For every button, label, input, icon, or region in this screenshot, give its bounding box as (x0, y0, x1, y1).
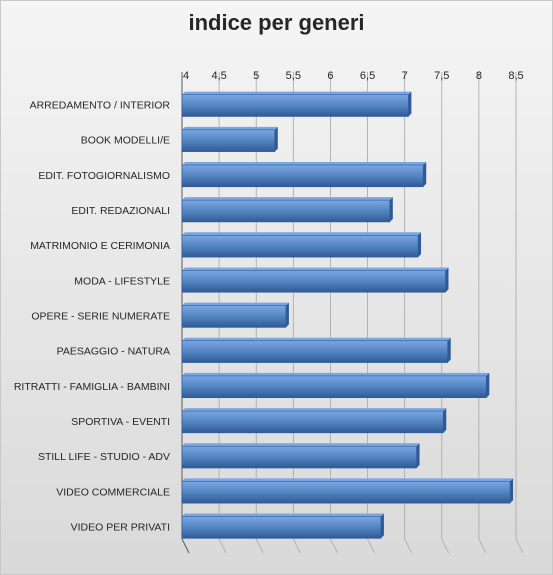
x-tick-label: 8,5 (508, 70, 523, 82)
bar (181, 478, 514, 504)
x-tick-label: 7,5 (434, 70, 449, 82)
category-label: SPORTIVA - EVENTI (71, 416, 170, 428)
bar-side (445, 267, 449, 293)
category-label: OPERE - SERIE NUMERATE (31, 311, 170, 323)
gridline-floor (478, 538, 487, 554)
bar-side (443, 408, 447, 433)
bar (181, 408, 447, 434)
bar-top (182, 267, 449, 271)
bar-side (447, 337, 451, 363)
bar-front (181, 516, 382, 539)
bar-front (181, 410, 444, 434)
gridline-floor (218, 538, 227, 554)
bar (181, 302, 289, 328)
y-axis-floor (181, 538, 190, 554)
bar-side (416, 443, 420, 469)
bar-top (182, 91, 412, 95)
gridline-floor (255, 538, 264, 554)
x-tick-label: 4 (183, 70, 189, 82)
bar-top (182, 161, 427, 165)
bar-top (182, 126, 278, 130)
gridline-floor (330, 538, 338, 554)
category-label: ARREDAMENTO / INTERIOR (30, 100, 171, 112)
bar (181, 513, 384, 539)
chart-title: indice per generi (188, 10, 365, 35)
bar-side (380, 513, 384, 539)
category-label: EDIT. FOTOGIORNALISMO (38, 170, 170, 182)
bar-side (408, 91, 412, 117)
category-label: MODA - LIFESTYLE (74, 275, 170, 287)
bar (181, 337, 451, 363)
bar-front (181, 270, 446, 293)
bar-front (181, 234, 419, 258)
x-tick-label: 5,5 (286, 70, 301, 82)
bar-front (181, 199, 391, 223)
gridline-floor (441, 538, 450, 554)
bar (181, 161, 427, 188)
bar-top (182, 232, 422, 236)
bar-top (182, 337, 451, 341)
bar (181, 91, 412, 117)
bar-top (182, 513, 384, 517)
bar-top (182, 302, 289, 306)
bar-side (418, 232, 422, 258)
bar-side (389, 197, 393, 222)
bar-side (510, 478, 514, 504)
bar-top (182, 372, 490, 376)
bar-side (274, 126, 278, 152)
x-tick-label: 8 (476, 70, 482, 82)
category-label: RITRATTI - FAMIGLIA - BAMBINI (14, 381, 170, 393)
bar-front (181, 94, 409, 117)
category-label: STILL LIFE - STUDIO - ADV (38, 451, 170, 463)
gridline-floor (292, 538, 301, 554)
category-label: MATRIMONIO E CERIMONIA (30, 240, 170, 252)
bar-front (181, 481, 511, 504)
bar-side (423, 161, 427, 187)
category-label: VIDEO PER PRIVATI (71, 521, 170, 533)
bar-side (486, 372, 490, 398)
bar-front (181, 305, 287, 328)
bar (181, 126, 278, 152)
x-tick-label: 7 (402, 70, 408, 82)
bar-front (181, 375, 487, 399)
x-tick-label: 4,5 (211, 70, 226, 82)
bar (181, 372, 490, 399)
bar-top (182, 197, 393, 201)
gridline-floor (515, 538, 524, 554)
bar-top (182, 443, 420, 447)
bar (181, 267, 449, 293)
bar-front (181, 340, 449, 363)
bar (181, 443, 420, 469)
bar-front (181, 129, 276, 152)
x-tick-label: 6,5 (360, 70, 375, 82)
gridline-floor (367, 538, 375, 554)
category-label: EDIT. REDAZIONALI (71, 205, 170, 217)
gridline-floor (404, 538, 413, 554)
bar-front (181, 164, 424, 188)
bar-top (182, 478, 514, 482)
bar-front (181, 445, 417, 469)
bar-side (285, 302, 289, 328)
category-label: BOOK MODELLI/E (81, 135, 170, 147)
bar-top (182, 408, 447, 412)
bar (181, 197, 393, 223)
category-label: VIDEO COMMERCIALE (56, 486, 170, 498)
category-label: PAESAGGIO - NATURA (57, 346, 170, 358)
bar (181, 232, 422, 258)
x-tick-label: 5 (253, 70, 259, 82)
x-tick-label: 6 (327, 70, 333, 82)
